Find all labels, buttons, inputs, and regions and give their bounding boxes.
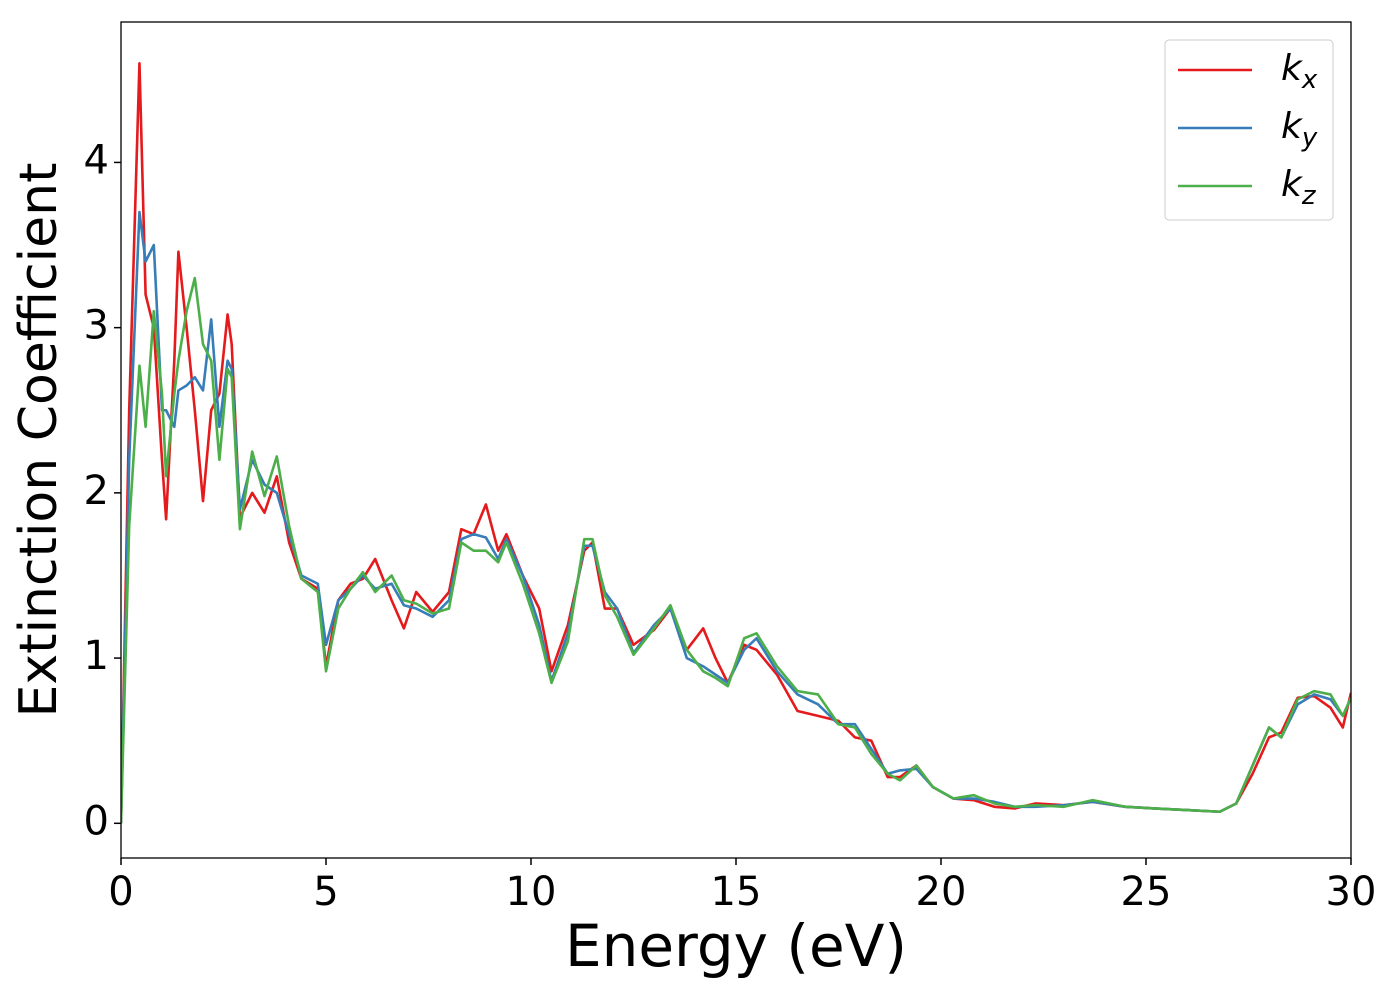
x-tick-label: 25	[1121, 869, 1172, 915]
x-tick-label: 15	[711, 869, 762, 915]
x-tick-label: 5	[313, 869, 338, 915]
y-tick-label: 0	[84, 798, 109, 844]
x-tick-label: 10	[506, 869, 557, 915]
legend-label: kz	[1281, 164, 1317, 211]
y-axis-label: Extinction Coefficient	[9, 163, 69, 718]
x-tick-label: 20	[916, 869, 967, 915]
legend-box	[1164, 39, 1334, 221]
series-line	[121, 210, 1351, 824]
y-tick-label: 3	[84, 303, 109, 349]
legend-label: kx	[1281, 48, 1318, 95]
series-line	[121, 276, 1351, 824]
y-tick-label: 2	[84, 468, 109, 514]
legend-label: ky	[1281, 106, 1318, 153]
y-tick-label: 1	[84, 633, 109, 679]
x-tick-label: 30	[1326, 869, 1377, 915]
y-tick-label: 4	[84, 137, 109, 183]
plot-frame	[120, 21, 1352, 859]
x-tick-label: 0	[108, 869, 133, 915]
x-axis-label: Energy (eV)	[565, 912, 907, 980]
